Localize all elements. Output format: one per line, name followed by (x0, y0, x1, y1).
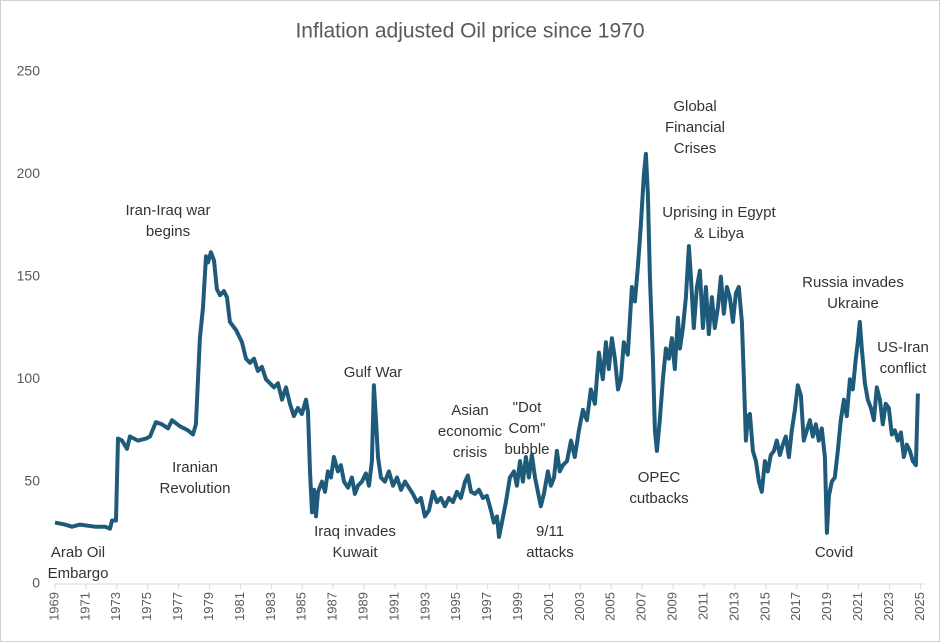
x-tick-label: 1989 (355, 592, 370, 621)
annotation: Financial (665, 119, 725, 136)
x-tick-label: 2007 (634, 592, 649, 621)
annotation: Arab Oil (51, 544, 105, 561)
x-tick-label: 2009 (665, 592, 680, 621)
annotation: US-Iran (877, 339, 929, 356)
x-tick-label: 2001 (541, 592, 556, 621)
annotation: Embargo (48, 565, 109, 582)
chart-title: Inflation adjusted Oil price since 1970 (295, 20, 644, 43)
y-tick-label: 50 (24, 472, 40, 488)
x-tick-label: 1997 (479, 592, 494, 621)
y-tick-label: 0 (32, 575, 40, 591)
y-tick-label: 150 (17, 268, 41, 284)
annotation: Crises (674, 140, 717, 157)
annotation: conflict (880, 360, 928, 377)
annotation: Russia invades (802, 274, 904, 291)
annotation: attacks (526, 544, 574, 561)
x-tick-label: 1991 (386, 592, 401, 621)
annotation: cutbacks (629, 490, 688, 507)
y-tick-label: 250 (17, 63, 41, 79)
x-tick-label: 2013 (726, 592, 741, 621)
annotation: bubble (504, 441, 549, 458)
annotation: Kuwait (332, 544, 378, 561)
annotation: Iranian (172, 459, 218, 476)
x-tick-label: 1975 (139, 592, 154, 621)
x-tick-label: 1969 (46, 592, 61, 621)
x-tick-label: 1983 (263, 592, 278, 621)
x-tick-label: 2023 (881, 592, 896, 621)
x-tick-label: 2003 (572, 592, 587, 621)
y-tick-label: 100 (17, 370, 41, 386)
annotation: Asian (451, 402, 489, 419)
annotation: Iran-Iraq war (125, 202, 210, 219)
x-tick-label: 1971 (77, 592, 92, 621)
annotation: economic (438, 423, 503, 440)
annotation: "Dot (513, 399, 542, 416)
price-line (54, 151, 920, 539)
annotation: & Libya (694, 225, 745, 242)
x-tick-label: 1999 (510, 592, 525, 621)
annotation: Com" (509, 420, 546, 437)
annotation: Gulf War (344, 364, 403, 381)
x-tick-label: 2019 (819, 592, 834, 621)
x-tick-label: 2021 (850, 592, 865, 621)
annotation: Global (673, 98, 716, 115)
x-tick-label: 1987 (325, 592, 340, 621)
annotation: begins (146, 223, 190, 240)
x-tick-label: 2017 (788, 592, 803, 621)
annotation: crisis (453, 444, 487, 461)
annotation: Covid (815, 544, 853, 561)
x-tick-label: 2011 (695, 592, 710, 620)
y-tick-label: 200 (17, 165, 41, 181)
annotation: Revolution (160, 480, 231, 497)
x-tick-label: 2025 (912, 592, 927, 621)
x-tick-label: 1977 (170, 592, 185, 621)
annotation: Iraq invades (314, 523, 396, 540)
x-tick-label: 1985 (294, 592, 309, 621)
annotation: OPEC (638, 469, 681, 486)
x-tick-label: 1995 (448, 592, 463, 621)
x-tick-label: 1979 (201, 592, 216, 621)
annotation: Uprising in Egypt (662, 204, 776, 221)
annotation: 9/11 (536, 523, 564, 540)
annotation: Ukraine (827, 295, 879, 312)
x-tick-label: 2015 (757, 592, 772, 621)
x-tick-label: 1981 (232, 592, 247, 621)
x-tick-label: 2005 (603, 592, 618, 621)
x-tick-label: 1993 (417, 592, 432, 621)
x-tick-label: 1973 (108, 592, 123, 621)
